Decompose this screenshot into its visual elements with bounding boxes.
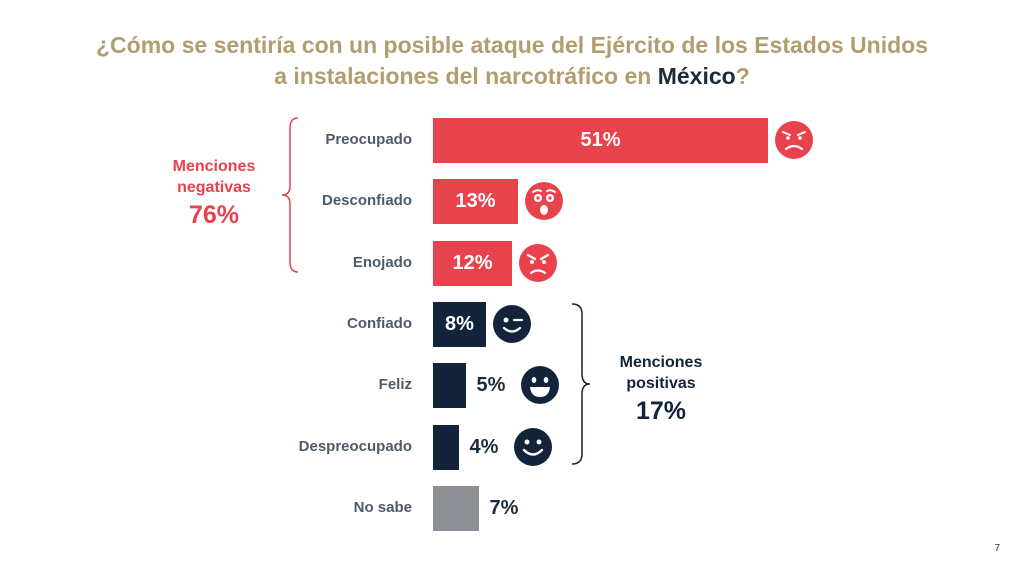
bar <box>433 241 512 286</box>
negative-mentions-line1: Menciones <box>172 158 256 175</box>
bar <box>433 486 479 531</box>
smiling-face-icon <box>513 427 553 467</box>
positive-mentions-label: Menciones positivas 17% <box>596 352 726 428</box>
chart-title-line2-text: a instalaciones del narcotráfico en <box>274 63 658 89</box>
chart-title-question-mark: ? <box>735 63 750 89</box>
category-label: Feliz <box>378 376 412 393</box>
surprised-face-icon <box>524 181 564 221</box>
data-label: 5% <box>476 374 506 396</box>
angry-face-icon <box>518 243 558 283</box>
data-label: 12% <box>452 252 493 274</box>
bar <box>433 363 466 408</box>
page-number: 7 <box>994 543 1000 554</box>
data-label: 4% <box>469 436 499 458</box>
category-label: No sabe <box>353 499 412 516</box>
negative-mentions-total: 76% <box>188 201 240 229</box>
grinning-face-icon <box>520 365 560 405</box>
winking-face-icon <box>492 304 532 344</box>
bar <box>433 302 486 347</box>
category-label: Desconfiado <box>321 192 412 209</box>
negative-mentions-label: Menciones negativas 76% <box>155 156 273 232</box>
data-label: 13% <box>455 190 496 212</box>
category-label: Preocupado <box>325 131 412 148</box>
data-label: 8% <box>445 313 474 335</box>
positive-mentions-line1: Menciones <box>619 354 703 371</box>
bar <box>433 118 768 163</box>
data-label: 51% <box>580 129 621 151</box>
positive-mentions-line2: positivas <box>626 375 696 392</box>
negative-mentions-line2: negativas <box>177 179 251 196</box>
category-label: Despreocupado <box>298 438 412 455</box>
category-label: Enojado <box>352 254 412 271</box>
chart-title-highlight: México <box>657 63 736 89</box>
bar <box>433 179 518 224</box>
bar <box>433 425 459 470</box>
category-label: Confiado <box>347 315 412 332</box>
negative-bracket <box>281 117 299 273</box>
chart-title-line2: a instalaciones del narcotráfico en Méxi… <box>0 61 1024 92</box>
chart-title: ¿Cómo se sentiría con un posible ataque … <box>0 30 1024 92</box>
chart-title-line1: ¿Cómo se sentiría con un posible ataque … <box>96 32 928 58</box>
positive-bracket <box>571 303 591 465</box>
data-label: 7% <box>489 497 519 519</box>
positive-mentions-total: 17% <box>635 397 687 425</box>
worried-face-icon <box>774 120 814 160</box>
